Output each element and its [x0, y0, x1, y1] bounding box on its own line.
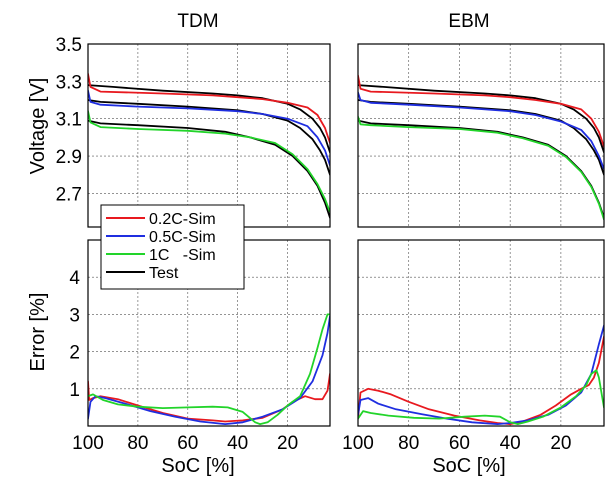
soc-tick-labels: 100 80 60 40 20 100 80 60 40 20 — [72, 433, 571, 454]
voltage-series-line-1-3 — [358, 91, 604, 171]
soc-tick-label-1-4: 20 — [550, 433, 571, 454]
soc-tick-label-0-1: 80 — [127, 433, 148, 454]
voltage-series-line-0-3 — [88, 89, 330, 167]
error-panel-right — [357, 239, 605, 427]
voltage-axis-label: Voltage [V] — [27, 78, 49, 175]
legend-label-0: 0.2C-Sim — [149, 211, 216, 228]
soc-tick-label-1-2: 60 — [449, 433, 470, 454]
error-tick-label-2: 3 — [69, 305, 80, 326]
voltage-panel-frame-1 — [357, 43, 605, 228]
error-series-line-1-0 — [358, 335, 604, 426]
voltage-series-line-1-4 — [358, 119, 604, 219]
voltage-panel-left — [87, 43, 331, 228]
voltage-tick-label-3: 3.3 — [56, 72, 82, 93]
soc-tick-label-0-3: 40 — [227, 433, 248, 454]
error-series-line-0-1 — [88, 315, 330, 426]
error-tick-label-0: 1 — [69, 380, 80, 401]
soc-tick-label-0-4: 20 — [277, 433, 298, 454]
panel-title-right: EBM — [448, 11, 489, 32]
x-axis-label-left: SoC [%] — [161, 455, 234, 477]
voltage-tick-label-0: 2.7 — [56, 184, 82, 205]
soc-tick-label-1-1: 80 — [398, 433, 419, 454]
voltage-tick-labels: 2.7 2.9 3.1 3.3 3.5 — [56, 35, 82, 205]
error-series-line-0-2 — [88, 313, 330, 426]
voltage-series-line-0-4 — [88, 119, 330, 219]
legend-label-2: 1C -Sim — [149, 247, 216, 264]
voltage-series-line-1-5 — [358, 115, 604, 221]
legend-label-1: 0.5C-Sim — [149, 229, 216, 246]
voltage-series-line-1-2 — [358, 99, 604, 176]
error-series-line-0-0 — [88, 372, 330, 423]
voltage-panel-right — [357, 43, 605, 228]
error-tick-label-3: 4 — [69, 268, 80, 289]
x-axis-label-right: SoC [%] — [432, 455, 505, 477]
legend-label-3: Test — [149, 265, 179, 282]
soc-tick-label-1-0: 100 — [342, 433, 374, 454]
error-panel-frame-1 — [357, 239, 605, 427]
soc-tick-label-0-0: 100 — [72, 433, 104, 454]
voltage-series-line-0-5 — [88, 110, 330, 214]
voltage-series-line-0-1 — [88, 73, 330, 144]
voltage-panel-frame-0 — [87, 43, 331, 228]
error-axis-label: Error [%] — [27, 293, 49, 372]
soc-tick-label-0-2: 60 — [177, 433, 198, 454]
voltage-tick-label-1: 2.9 — [56, 147, 82, 168]
soc-tick-label-1-3: 40 — [500, 433, 521, 454]
voltage-series-line-1-1 — [358, 74, 604, 148]
voltage-tick-label-2: 3.1 — [56, 110, 82, 131]
voltage-series-line-0-2 — [88, 99, 330, 176]
error-tick-label-1: 2 — [69, 343, 80, 364]
error-tick-labels: 1 2 3 4 — [69, 268, 80, 401]
panel-title-left: TDM — [177, 11, 218, 32]
error-series-line-1-2 — [358, 369, 604, 426]
error-series-line-1-1 — [358, 324, 604, 426]
voltage-tick-label-4: 3.5 — [56, 35, 82, 56]
